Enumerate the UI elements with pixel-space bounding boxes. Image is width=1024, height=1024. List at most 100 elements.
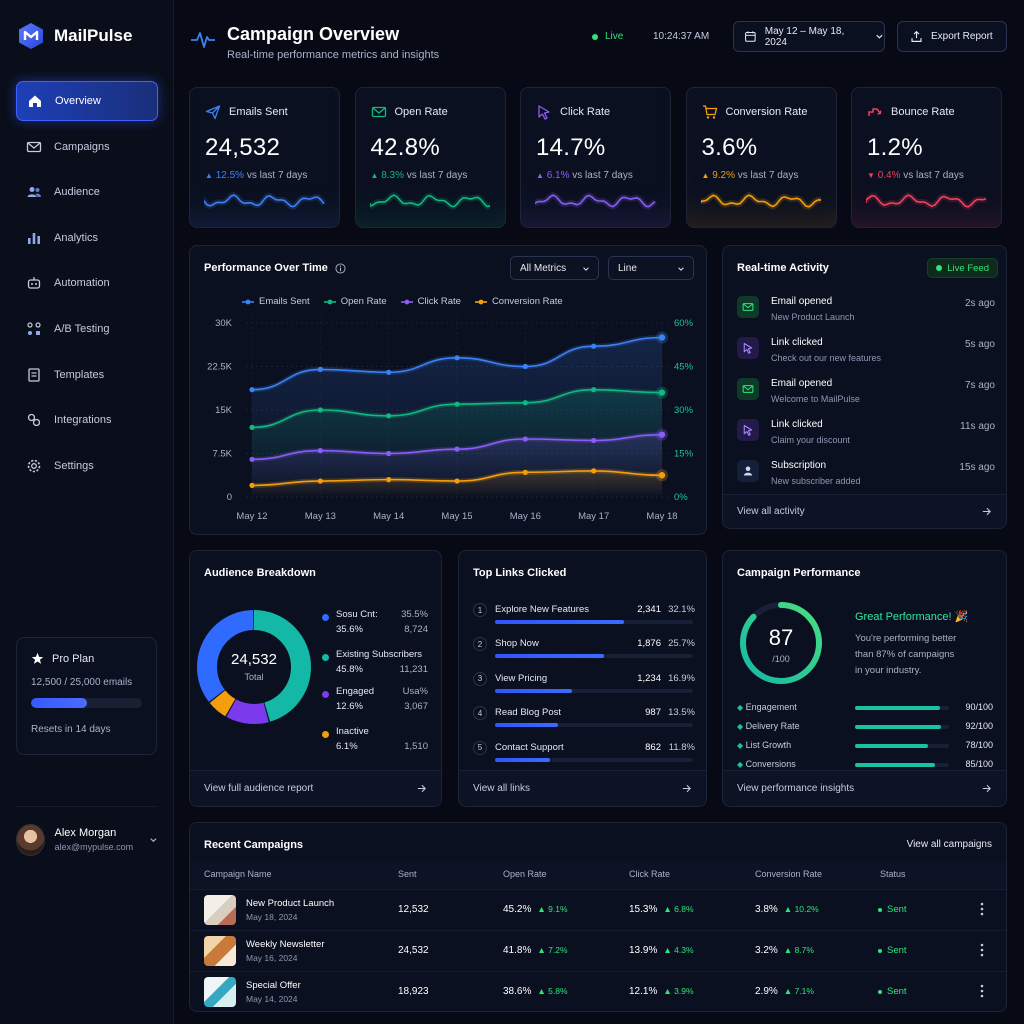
kpi-card-open-rate[interactable]: Open Rate 42.8% ▲ 8.3% vs last 7 days [354, 87, 506, 228]
campaign-name[interactable]: New Product Launch [246, 898, 335, 909]
audience-footer[interactable]: View full audience report [190, 770, 441, 806]
link-row[interactable]: 2 Shop Now 1,876 25.7% [473, 635, 695, 665]
data-point[interactable] [591, 437, 597, 444]
audience-segment[interactable]: Inactive 6.1% 1,510 [322, 726, 428, 752]
data-point[interactable] [454, 401, 460, 407]
data-point[interactable] [317, 407, 323, 413]
column-header[interactable]: Conversion Rate [755, 869, 823, 879]
activity-item[interactable]: Link clicked Claim your discount 11s ago [737, 419, 995, 457]
performance-metric[interactable]: ◆ List Growth 78/100 [737, 740, 993, 754]
column-header[interactable]: Open Rate [503, 869, 547, 879]
view-audience-report-link[interactable]: View full audience report [204, 783, 314, 794]
column-header[interactable]: Sent [398, 869, 417, 879]
brand[interactable]: MailPulse [18, 22, 132, 50]
audience-segment[interactable]: Existing Subscribers 45.8% 11,231 [322, 649, 428, 675]
metric-select[interactable]: All Metrics [510, 256, 599, 280]
arrow-right-icon[interactable] [981, 506, 992, 517]
data-point[interactable] [386, 413, 392, 419]
data-point[interactable] [249, 456, 255, 462]
data-point[interactable] [317, 478, 323, 484]
activity-item[interactable]: Email opened New Product Launch 2s ago [737, 296, 995, 334]
sidebar-item-ab-testing[interactable]: A/B Testing [16, 309, 158, 349]
sidebar-item-audience[interactable]: Audience [16, 172, 158, 212]
kpi-card-bounce-rate[interactable]: Bounce Rate 1.2% ▼ 0.4% vs last 7 days [851, 87, 1002, 228]
performance-metric[interactable]: ◆ Conversions 85/100 [737, 759, 993, 773]
sidebar-item-automation[interactable]: Automation [16, 263, 158, 303]
arrow-right-icon[interactable] [416, 783, 427, 794]
sidebar-item-templates[interactable]: Templates [16, 355, 158, 395]
campaign-name[interactable]: Special Offer [246, 980, 301, 991]
sidebar-item-settings[interactable]: Settings [16, 446, 158, 486]
chevron-down-icon[interactable] [149, 835, 158, 845]
link-row[interactable]: 3 View Pricing 1,234 16.9% [473, 670, 695, 700]
donut-slice[interactable] [197, 610, 311, 724]
data-point[interactable] [522, 400, 528, 406]
activity-item[interactable]: Link clicked Check out our new features 5… [737, 337, 995, 375]
view-all-links-link[interactable]: View all links [473, 783, 531, 794]
data-point[interactable] [386, 369, 392, 375]
user-profile[interactable]: Alex Morgan alex@mypulse.com [16, 806, 158, 862]
kpi-card-conversion-rate[interactable]: Conversion Rate 3.6% ▲ 9.2% vs last 7 da… [685, 87, 837, 228]
data-point[interactable] [249, 424, 255, 430]
data-point[interactable] [249, 482, 255, 488]
campaign-name[interactable]: Weekly Newsletter [246, 939, 325, 950]
data-point[interactable] [591, 343, 597, 349]
data-point[interactable] [522, 363, 528, 370]
data-point[interactable] [249, 387, 255, 393]
view-all-campaigns-link[interactable]: View all campaigns [906, 839, 992, 850]
more-options-icon[interactable] [980, 983, 984, 999]
more-options-icon[interactable] [980, 901, 984, 917]
data-point[interactable] [454, 355, 460, 361]
sidebar-item-analytics[interactable]: Analytics [16, 218, 158, 258]
column-header[interactable]: Campaign Name [204, 869, 272, 879]
audience-segment[interactable]: Sosu Cnt: 35.6% 35.5% 8,724 [322, 609, 428, 635]
kpi-card-emails-sent[interactable]: Emails Sent 24,532 ▲ 12.5% vs last 7 day… [189, 87, 340, 228]
view-all-activity-link[interactable]: View all activity [737, 506, 805, 517]
activity-item[interactable]: Subscription New subscriber added 15s ago [737, 460, 995, 498]
date-range-picker[interactable]: May 12 – May 18, 2024 [733, 21, 885, 52]
table-row[interactable]: Special Offer May 14, 2024 18,923 38.6% ▲… [190, 971, 1006, 1011]
top-links-footer[interactable]: View all links [459, 770, 706, 806]
data-point[interactable] [591, 468, 597, 474]
legend-item[interactable]: Conversion Rate [474, 296, 563, 307]
activity-item[interactable]: Email opened Welcome to MailPulse 7s ago [737, 378, 995, 416]
data-point[interactable] [658, 431, 666, 438]
data-point[interactable] [317, 366, 323, 372]
data-point[interactable] [386, 450, 392, 457]
performance-metric[interactable]: ◆ Engagement 90/100 [737, 702, 993, 716]
table-row[interactable]: Weekly Newsletter May 16, 2024 24,532 41… [190, 930, 1006, 970]
column-header[interactable]: Status [880, 869, 906, 879]
data-point[interactable] [591, 387, 597, 393]
data-point[interactable] [386, 477, 392, 483]
data-point[interactable] [658, 472, 666, 479]
sidebar-item-campaigns[interactable]: Campaigns [16, 127, 158, 167]
link-row[interactable]: 4 Read Blog Post 987 13.5% [473, 704, 695, 734]
legend-item[interactable]: Click Rate [400, 296, 461, 307]
activity-footer[interactable]: View all activity [723, 494, 1006, 528]
info-icon[interactable] [335, 262, 346, 274]
chart-type-select[interactable]: Line [608, 256, 694, 280]
data-point[interactable] [658, 389, 666, 396]
column-header[interactable]: Click Rate [629, 869, 671, 879]
data-point[interactable] [454, 446, 460, 452]
donut-slice[interactable] [197, 610, 311, 724]
legend-item[interactable]: Open Rate [323, 296, 387, 307]
kpi-card-click-rate[interactable]: Click Rate 14.7% ▲ 6.1% vs last 7 days [520, 87, 671, 228]
view-performance-insights-link[interactable]: View performance insights [737, 783, 855, 794]
legend-item[interactable]: Emails Sent [242, 296, 310, 307]
table-row[interactable]: New Product Launch May 18, 2024 12,532 4… [190, 889, 1006, 929]
data-point[interactable] [522, 469, 528, 475]
export-report-button[interactable]: Export Report [897, 21, 1007, 52]
campaign-performance-footer[interactable]: View performance insights [723, 770, 1006, 806]
donut-slice[interactable] [197, 610, 311, 724]
link-row[interactable]: 1 Explore New Features 2,341 32.1% [473, 601, 695, 631]
arrow-right-icon[interactable] [981, 783, 992, 794]
sidebar-item-overview[interactable]: Overview [16, 81, 158, 121]
data-point[interactable] [522, 436, 528, 442]
data-point[interactable] [658, 334, 666, 341]
sidebar-item-integrations[interactable]: Integrations [16, 400, 158, 440]
audience-segment[interactable]: Engaged 12.6% Usa% 3,067 [322, 686, 428, 712]
data-point[interactable] [454, 478, 460, 484]
arrow-right-icon[interactable] [681, 783, 692, 794]
more-options-icon[interactable] [980, 942, 984, 958]
